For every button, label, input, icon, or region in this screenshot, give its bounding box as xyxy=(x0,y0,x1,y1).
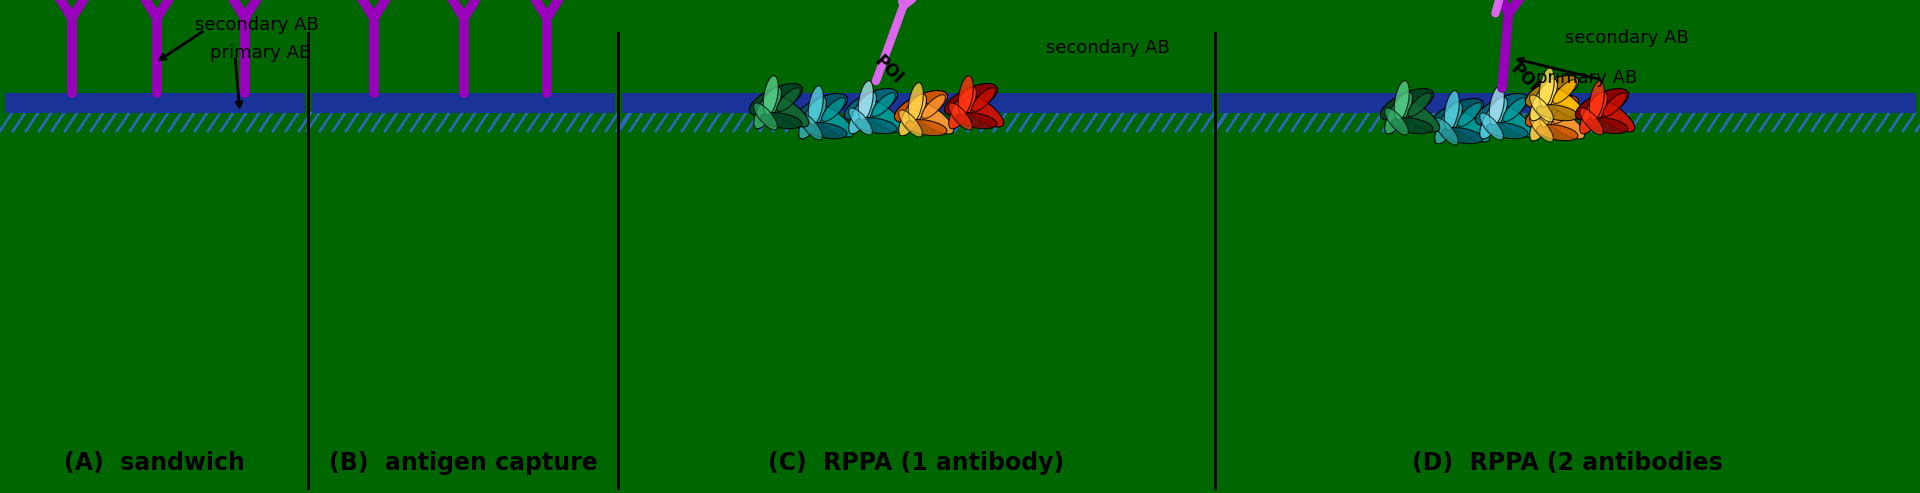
Ellipse shape xyxy=(1540,85,1584,119)
Text: (B)  antigen capture: (B) antigen capture xyxy=(328,451,597,475)
Ellipse shape xyxy=(1446,108,1490,142)
Ellipse shape xyxy=(762,76,778,115)
Ellipse shape xyxy=(806,122,847,139)
Ellipse shape xyxy=(760,112,803,129)
Ellipse shape xyxy=(972,88,995,111)
Ellipse shape xyxy=(910,100,954,134)
Ellipse shape xyxy=(849,92,876,134)
Ellipse shape xyxy=(948,87,977,129)
Ellipse shape xyxy=(899,110,922,137)
Ellipse shape xyxy=(1490,103,1534,137)
Ellipse shape xyxy=(799,97,826,139)
Ellipse shape xyxy=(755,103,778,130)
Ellipse shape xyxy=(1396,98,1440,132)
Ellipse shape xyxy=(1586,117,1628,134)
Ellipse shape xyxy=(1457,103,1482,127)
Ellipse shape xyxy=(845,89,899,121)
Ellipse shape xyxy=(1480,97,1507,139)
Ellipse shape xyxy=(1540,105,1584,139)
Text: secondary AB: secondary AB xyxy=(1565,29,1690,47)
Ellipse shape xyxy=(1536,105,1578,121)
Ellipse shape xyxy=(808,86,824,125)
Ellipse shape xyxy=(1553,100,1576,123)
Ellipse shape xyxy=(1442,128,1482,143)
Ellipse shape xyxy=(858,81,874,120)
Bar xyxy=(622,93,1212,113)
Ellipse shape xyxy=(1603,93,1626,116)
Ellipse shape xyxy=(795,94,847,126)
Ellipse shape xyxy=(1530,79,1557,121)
Ellipse shape xyxy=(945,83,998,116)
Bar xyxy=(6,93,305,113)
Ellipse shape xyxy=(958,76,973,115)
Ellipse shape xyxy=(1434,102,1463,144)
Ellipse shape xyxy=(764,93,808,127)
Ellipse shape xyxy=(778,88,801,111)
Ellipse shape xyxy=(1503,98,1526,121)
Ellipse shape xyxy=(960,93,1004,127)
Ellipse shape xyxy=(1394,81,1409,120)
Ellipse shape xyxy=(1434,118,1459,145)
Ellipse shape xyxy=(1524,96,1578,128)
Ellipse shape xyxy=(1384,92,1413,134)
Ellipse shape xyxy=(1530,95,1553,122)
Ellipse shape xyxy=(948,103,972,130)
Text: POI: POI xyxy=(1507,60,1542,96)
Ellipse shape xyxy=(1590,81,1605,120)
Ellipse shape xyxy=(1392,117,1432,134)
Ellipse shape xyxy=(908,83,924,122)
Ellipse shape xyxy=(1430,99,1484,131)
Text: primary AB: primary AB xyxy=(209,44,311,62)
Bar xyxy=(1219,93,1916,113)
Ellipse shape xyxy=(1536,125,1578,141)
Ellipse shape xyxy=(1490,86,1503,125)
Ellipse shape xyxy=(755,87,781,129)
Ellipse shape xyxy=(895,91,948,123)
Ellipse shape xyxy=(1540,68,1555,107)
Text: primary AB: primary AB xyxy=(1536,69,1638,87)
Ellipse shape xyxy=(1475,94,1528,126)
Text: POI: POI xyxy=(872,52,906,88)
Ellipse shape xyxy=(860,98,904,132)
Ellipse shape xyxy=(1530,99,1557,141)
Text: secondary AB: secondary AB xyxy=(196,16,319,34)
Ellipse shape xyxy=(1576,89,1628,121)
Ellipse shape xyxy=(1380,89,1434,121)
Text: secondary AB: secondary AB xyxy=(1046,39,1169,57)
Ellipse shape xyxy=(1590,98,1634,132)
Ellipse shape xyxy=(1480,113,1503,140)
Ellipse shape xyxy=(1553,80,1576,104)
Ellipse shape xyxy=(1530,115,1553,142)
Ellipse shape xyxy=(1580,108,1603,135)
Ellipse shape xyxy=(906,119,947,136)
Ellipse shape xyxy=(799,113,822,140)
Ellipse shape xyxy=(1444,91,1459,130)
Ellipse shape xyxy=(922,95,945,118)
Ellipse shape xyxy=(749,83,803,116)
Ellipse shape xyxy=(872,93,895,116)
Ellipse shape xyxy=(899,94,927,136)
Ellipse shape xyxy=(822,98,845,121)
Ellipse shape xyxy=(1486,122,1528,139)
Bar xyxy=(311,93,614,113)
Ellipse shape xyxy=(1524,75,1578,107)
Ellipse shape xyxy=(1384,108,1409,135)
Text: (D)  RPPA (2 antibodies: (D) RPPA (2 antibodies xyxy=(1411,451,1722,475)
Text: (A)  sandwich: (A) sandwich xyxy=(63,451,244,475)
Ellipse shape xyxy=(1540,88,1555,127)
Text: (C)  RPPA (1 antibody): (C) RPPA (1 antibody) xyxy=(768,451,1064,475)
Ellipse shape xyxy=(810,103,854,137)
Ellipse shape xyxy=(849,108,872,135)
Ellipse shape xyxy=(856,117,897,134)
Ellipse shape xyxy=(956,112,996,129)
Ellipse shape xyxy=(1580,92,1607,134)
Ellipse shape xyxy=(1407,93,1432,116)
